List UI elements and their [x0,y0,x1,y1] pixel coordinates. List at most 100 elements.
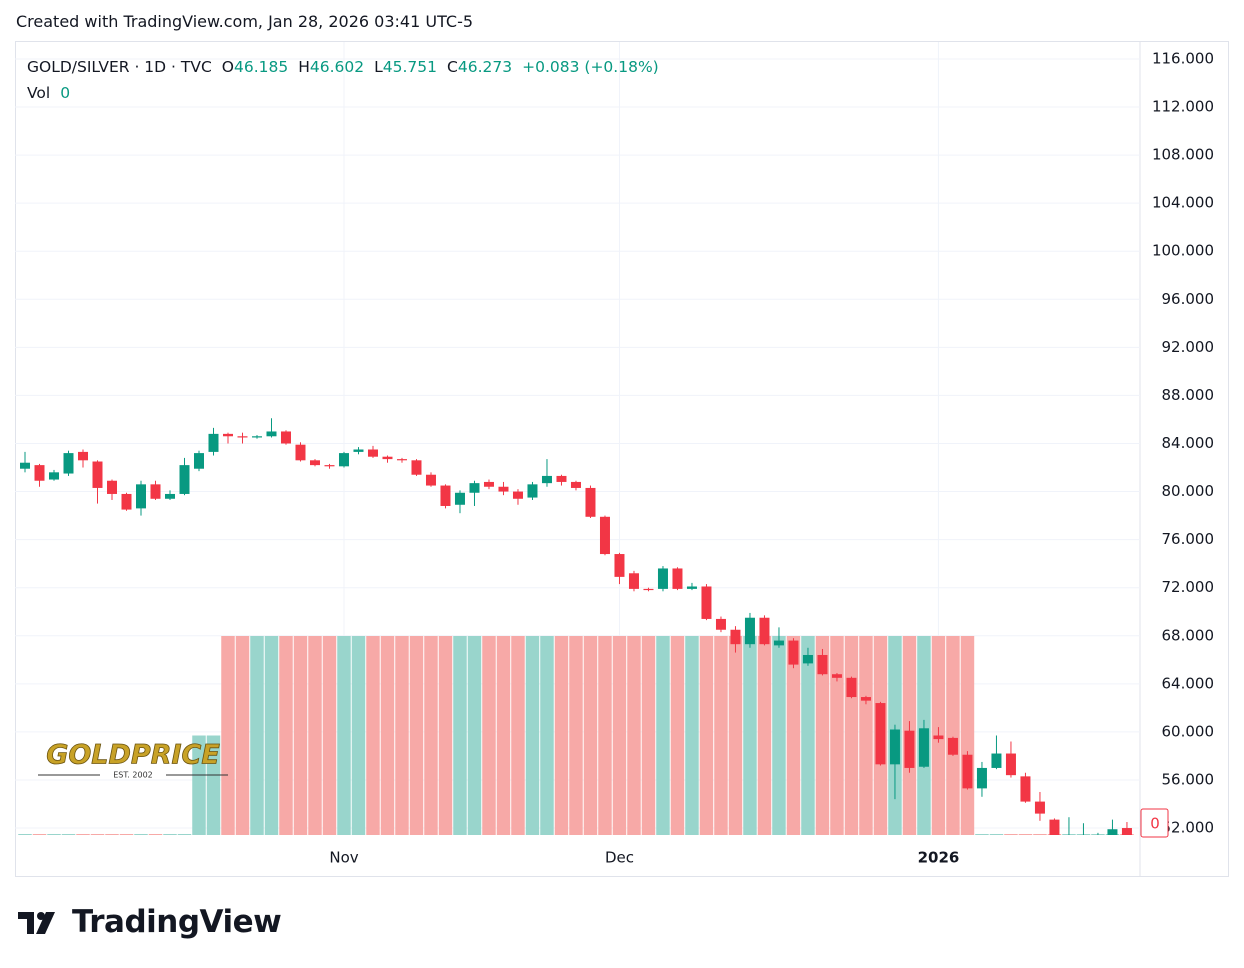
volume-bar [148,834,163,835]
candle-body [1034,801,1045,814]
y-tick-label: 116.000 [1152,49,1214,67]
volume-bar [293,636,308,835]
volume-bar [61,834,76,835]
y-tick-label: 84.000 [1162,434,1215,452]
candle-body [222,433,233,437]
candle-body [280,431,291,444]
volume-bar [699,636,714,835]
candle-body [78,451,89,461]
candle-body [382,456,393,460]
candle-body [933,735,944,740]
candle-body [1078,841,1088,845]
volume-bar [105,834,119,835]
volume-bar [496,636,511,835]
candle-body [338,453,349,467]
volume-bar [670,636,685,835]
volume-bar [1004,834,1018,835]
candle-body [904,730,915,768]
candle-body [1049,819,1060,835]
y-tick-label: 52.000 [1162,819,1215,837]
legend-key: O [221,58,234,76]
candle-body [614,554,625,577]
y-tick-label: 108.000 [1152,146,1214,164]
volume-bar [235,636,250,835]
legend-value: 45.751 [382,58,438,76]
y-tick-label: 72.000 [1162,578,1215,596]
volume-bar [656,636,670,835]
candle-body [817,654,828,675]
volume-bar [598,636,612,835]
footer-text: TradingView [72,904,282,940]
watermark-name: GOLDPRICE [46,740,220,771]
y-tick-label: 92.000 [1162,338,1215,356]
volume-bar [279,636,293,835]
volume-bar [250,636,264,835]
volume-bar [380,636,395,835]
y-tick-label: 112.000 [1152,98,1214,116]
candle-body [150,484,161,499]
legend-value: 46.273 [457,58,513,76]
volume-bar [438,636,453,835]
watermark-est: EST. 2002 [113,771,153,780]
logo-mark [37,912,45,920]
volume-bar [540,636,554,835]
volume-bar [801,636,815,835]
volume-bar [714,636,728,835]
candle-body [556,475,567,482]
legend-value: 46.602 [309,58,365,76]
candle-body [193,453,204,469]
volume-bar [366,636,380,835]
volume-bar [467,636,482,835]
candle-body [1020,776,1031,802]
volume-bar [119,834,134,835]
volume-price-label: 0 [1150,815,1160,833]
volume-bar [337,636,351,835]
candle-body [20,462,31,469]
volume-bar [32,834,47,835]
legend-key: C [447,58,458,76]
candle-body [440,485,451,506]
y-tick-label: 60.000 [1162,722,1215,740]
candle-body [991,753,1002,768]
volume-bar [1033,834,1047,835]
candle-body [425,474,436,486]
candle-body [237,436,248,438]
candle-body [121,493,132,510]
candle-body [599,516,610,555]
candle-body [860,697,871,701]
volume-bar [76,834,90,835]
candle-body [34,465,45,481]
chart-frame [15,41,1229,877]
candle-body [846,677,857,698]
legend-vol-key: Vol [27,84,51,102]
volume-bar [583,636,598,835]
y-tick-label: 64.000 [1162,674,1215,692]
volume-bar [453,636,467,835]
y-tick-label: 80.000 [1162,482,1215,500]
volume-bar [163,834,177,835]
candle-body [498,486,509,492]
legend-key: H [298,58,310,76]
candle-body [49,472,60,480]
volume-bar [859,636,873,835]
candle-body [454,492,465,505]
volume-bar [424,636,438,835]
volume-bar [960,636,975,835]
candle-body [63,453,74,474]
candle-body [266,431,277,437]
candle-body [411,460,422,475]
candle-body [309,460,320,466]
legend-key: L [374,58,383,76]
volume-bar [554,636,569,835]
candle-body [657,568,668,589]
candle-body [1064,836,1074,842]
candle-body [208,433,219,452]
candle-body [324,465,335,467]
volume-bar [221,636,235,835]
candle-body [889,729,900,765]
candle-body [976,767,987,789]
legend-row: Vol 0 [27,80,659,106]
watermark: GOLDPRICE EST. 2002 [38,739,228,780]
volume-bar [409,636,424,835]
